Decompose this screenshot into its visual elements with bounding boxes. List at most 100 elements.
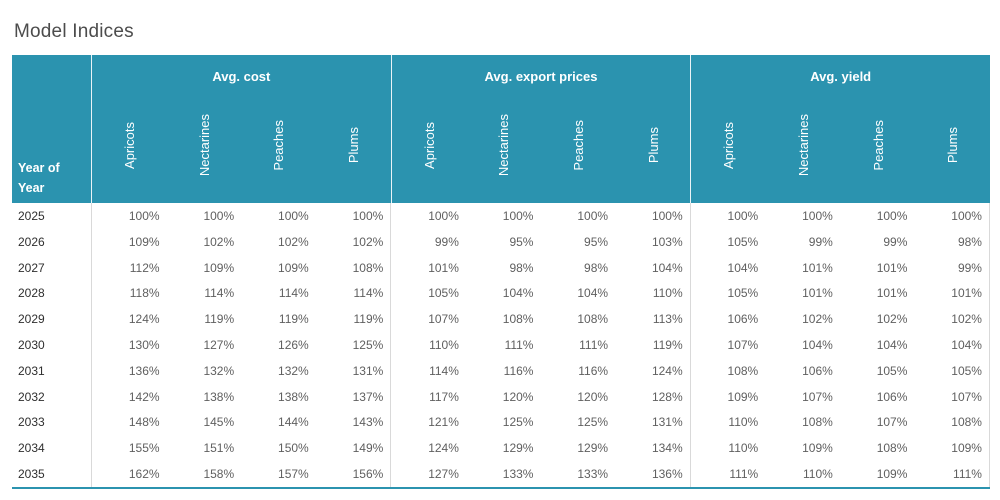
value-cell: 136% — [128, 363, 160, 378]
value-cell: 102% — [352, 234, 384, 249]
column-label-peaches: Peaches — [870, 120, 886, 171]
value-cell: 104% — [951, 337, 982, 352]
value-cell: 105% — [727, 234, 759, 249]
yield-cells: 109% 107% 106% 107% — [691, 383, 990, 410]
value-cell: 125% — [577, 415, 609, 430]
value-cell: 100% — [203, 208, 235, 223]
value-cell: 104% — [802, 337, 833, 352]
value-cell: 116% — [503, 363, 534, 378]
value-cell: 108% — [727, 363, 759, 378]
column-label-plums: Plums — [645, 127, 661, 164]
value-cell: 133% — [577, 467, 609, 482]
value-cell: 132% — [203, 363, 235, 378]
table-row: 2030 130% 127% 126% 125% 110% 111% 111% 119% 1… — [12, 332, 990, 358]
table-row: 2033 148% 145% 144% 143% 121% 125% 125% 131% 1… — [12, 409, 990, 436]
value-cell: 102% — [278, 234, 309, 249]
value-cell: 110% — [803, 467, 833, 482]
value-cell: 106% — [802, 363, 833, 378]
export-cells: 100% 100% 100% 100% — [391, 203, 691, 229]
column-group-avg-export-prices: Avg. export prices Apricots Nectarines P… — [390, 55, 691, 203]
column-label-plums: Plums — [945, 127, 961, 164]
value-cell: 105% — [876, 363, 908, 378]
value-cell: 98% — [584, 260, 609, 275]
export-cells: 107% 108% 108% 113% — [391, 306, 691, 333]
value-cell: 119% — [204, 312, 235, 327]
value-cell: 102% — [802, 312, 833, 327]
value-cell: 110% — [728, 415, 759, 430]
value-cell: 107% — [428, 312, 459, 327]
column-group-avg-yield: Avg. yield Apricots Nectarines Peaches P… — [690, 55, 990, 203]
column-label-peaches: Peaches — [271, 120, 287, 171]
value-cell: 95% — [509, 234, 534, 249]
value-cell: 104% — [502, 286, 534, 301]
value-cell: 119% — [353, 312, 384, 327]
export-cells: 127% 133% 133% 136% — [391, 461, 691, 487]
value-cell: 111% — [729, 467, 759, 482]
export-cells: 114% 116% 116% 124% — [391, 357, 691, 384]
value-cell: 143% — [352, 415, 384, 430]
table-header: Year of Year Avg. cost Apricots Nectarin… — [12, 55, 990, 203]
value-cell: 131% — [651, 415, 683, 430]
page-title: Model Indices — [14, 21, 134, 42]
value-cell: 104% — [577, 286, 609, 301]
value-cell: 101% — [802, 286, 833, 301]
column-label-nectarines: Nectarines — [795, 114, 811, 177]
value-cell: 108% — [951, 415, 982, 430]
value-cell: 108% — [352, 260, 384, 275]
year-cell: 2027 — [12, 254, 92, 281]
table-row: 2032 142% 138% 138% 137% 117% 120% 120% 128% 1… — [12, 383, 990, 410]
value-cell: 105% — [951, 363, 982, 378]
value-cell: 114% — [353, 286, 384, 301]
value-cell: 104% — [651, 260, 683, 275]
value-cell: 162% — [128, 467, 160, 482]
value-cell: 109% — [802, 441, 833, 456]
cost-cells: 118% 114% 114% 114% — [92, 280, 392, 307]
model-indices-table: Year of Year Avg. cost Apricots Nectarin… — [12, 55, 990, 489]
value-cell: 105% — [428, 286, 459, 301]
value-cell: 108% — [802, 415, 833, 430]
value-cell: 110% — [429, 337, 459, 352]
cost-cells: 142% 138% 138% 137% — [92, 383, 392, 410]
year-cell: 2033 — [12, 409, 92, 436]
value-cell: 99% — [434, 234, 459, 249]
value-cell: 114% — [278, 286, 309, 301]
value-cell: 104% — [727, 260, 759, 275]
value-cell: 100% — [651, 208, 683, 223]
year-cell: 2026 — [12, 228, 92, 255]
table-row: 2027 112% 109% 109% 108% 101% 98% 98% 104% 104… — [12, 254, 990, 281]
yield-cells: 100% 100% 100% 100% — [691, 203, 990, 229]
value-cell: 99% — [808, 234, 833, 249]
cost-cells: 124% 119% 119% 119% — [92, 306, 392, 333]
value-cell: 155% — [128, 441, 160, 456]
value-cell: 156% — [352, 467, 384, 482]
row-header-year-of-year: Year of Year — [12, 55, 92, 203]
value-cell: 100% — [128, 208, 160, 223]
value-cell: 100% — [802, 208, 833, 223]
value-cell: 127% — [203, 337, 235, 352]
year-cell: 2035 — [12, 461, 92, 487]
column-group-avg-cost: Avg. cost Apricots Nectarines Peaches Pl… — [92, 55, 391, 203]
value-cell: 125% — [352, 337, 384, 352]
yield-cells: 105% 99% 99% 98% — [691, 228, 990, 255]
cost-cells: 136% 132% 132% 131% — [92, 357, 392, 384]
year-cell: 2031 — [12, 357, 92, 384]
value-cell: 157% — [278, 467, 309, 482]
column-label-plums: Plums — [345, 127, 361, 164]
table-row: 2029 124% 119% 119% 119% 107% 108% 108% 113% 1… — [12, 306, 990, 333]
value-cell: 109% — [951, 441, 982, 456]
value-cell: 109% — [876, 467, 908, 482]
column-label-nectarines: Nectarines — [496, 114, 512, 177]
value-cell: 119% — [278, 312, 309, 327]
table-row: 2034 155% 151% 150% 149% 124% 129% 129% 134% 1… — [12, 435, 990, 462]
export-cells: 117% 120% 120% 128% — [391, 383, 691, 410]
value-cell: 102% — [876, 312, 908, 327]
table-row: 2025 100% 100% 100% 100% 100% 100% 100% 100% 1… — [12, 203, 990, 229]
column-label-nectarines: Nectarines — [196, 114, 212, 177]
yield-cells: 107% 104% 104% 104% — [691, 332, 990, 358]
value-cell: 149% — [352, 441, 384, 456]
value-cell: 110% — [652, 286, 683, 301]
column-label-apricots: Apricots — [121, 122, 137, 169]
value-cell: 137% — [352, 389, 384, 404]
value-cell: 134% — [651, 441, 683, 456]
value-cell: 108% — [577, 312, 609, 327]
